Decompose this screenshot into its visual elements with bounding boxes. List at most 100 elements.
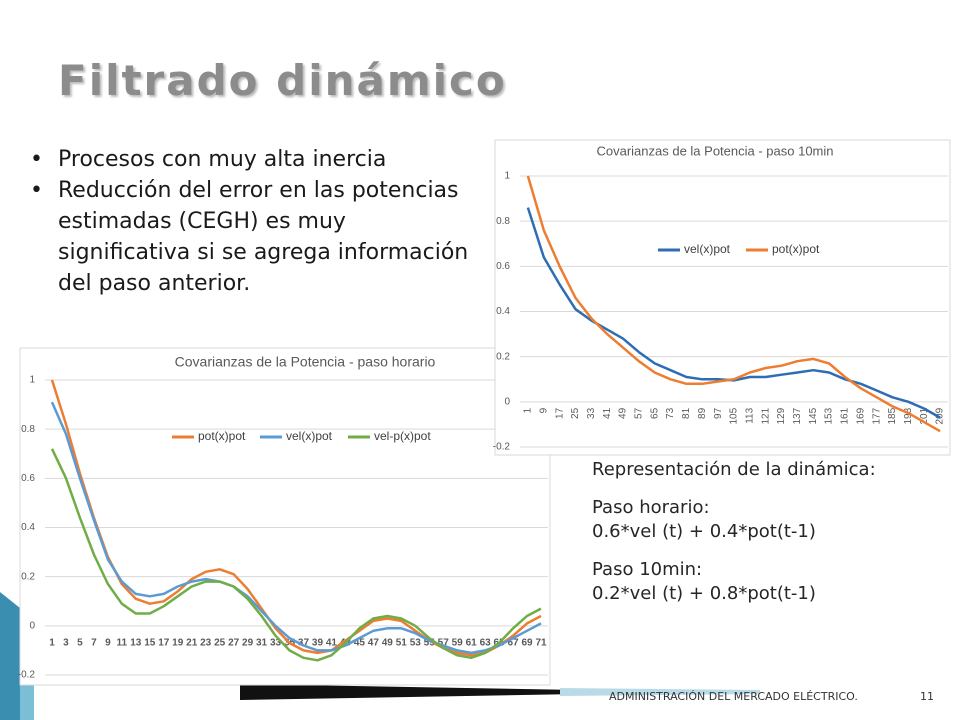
x-tick-label: 209: [935, 407, 946, 424]
x-tick-label: 33: [586, 407, 597, 419]
y-tick-label: 0.2: [496, 351, 510, 362]
x-tick-label: 41: [602, 407, 613, 419]
x-tick-label: 11: [117, 637, 128, 648]
x-tick-label: 89: [697, 407, 708, 419]
chart-title: Covarianzas de la Potencia - paso horari…: [175, 354, 436, 370]
note: 0.6*vel (t) + 0.4*pot(t-1): [592, 521, 816, 542]
x-tick-label: 55: [424, 637, 436, 648]
x-tick-label: 21: [186, 637, 198, 648]
x-tick-label: 193: [903, 407, 914, 424]
accent-bar: [240, 684, 580, 700]
x-tick-label: 19: [172, 637, 184, 648]
x-tick-label: 15: [144, 637, 156, 648]
x-tick-label: 161: [840, 407, 851, 424]
x-tick-label: 57: [438, 637, 450, 648]
y-tick-label: 0.8: [21, 424, 35, 435]
x-tick-label: 45: [354, 637, 366, 648]
x-tick-label: 97: [713, 407, 724, 419]
x-tick-label: 47: [368, 637, 380, 648]
y-tick-label: 0.6: [496, 261, 510, 272]
x-tick-label: 33: [270, 637, 282, 648]
y-tick-label: 1: [29, 375, 35, 386]
x-tick-label: 23: [200, 637, 212, 648]
x-tick-label: 121: [760, 407, 771, 424]
x-tick-label: 17: [158, 637, 170, 648]
x-tick-label: 53: [410, 637, 422, 648]
accent-bar: [560, 688, 760, 696]
y-tick-label: 0: [29, 620, 35, 631]
bullet: Procesos con muy alta inercia: [30, 144, 470, 175]
y-tick-label: -0.2: [493, 442, 511, 453]
x-tick-label: 81: [681, 407, 692, 419]
notes: Representación de la dinámica: Paso hora…: [592, 458, 892, 606]
legend-label: vel(x)pot: [286, 429, 333, 443]
x-tick-label: 65: [649, 407, 660, 419]
chart-frame: [19, 347, 551, 686]
footer: ADMINISTRACIÓN DEL MERCADO ELÉCTRICO.: [609, 690, 858, 703]
x-tick-label: 25: [214, 637, 226, 648]
x-tick-label: 49: [382, 637, 394, 648]
x-tick-label: 57: [634, 407, 645, 419]
series-line: [526, 175, 941, 433]
x-tick-label: 185: [887, 407, 898, 424]
series-line: [50, 379, 542, 657]
x-tick-label: 137: [792, 407, 803, 424]
x-tick-label: 49: [618, 407, 629, 419]
y-tick-label: -0.2: [18, 670, 36, 681]
chart-title: Covarianzas de la Potencia - paso 10min: [596, 143, 833, 158]
x-tick-label: 41: [326, 637, 338, 648]
x-tick-label: 17: [554, 407, 565, 419]
x-tick-label: 3: [63, 637, 69, 648]
x-tick-label: 145: [808, 407, 819, 424]
legend-label: vel(x)pot: [684, 242, 731, 256]
x-tick-label: 73: [665, 407, 676, 419]
x-tick-label: 105: [729, 407, 740, 424]
x-tick-label: 69: [521, 637, 533, 648]
x-tick-label: 9: [105, 637, 111, 648]
x-tick-label: 67: [508, 637, 520, 648]
y-tick-label: 0.6: [21, 473, 35, 484]
x-tick-label: 7: [91, 637, 97, 648]
y-tick-label: 0.4: [496, 306, 510, 317]
x-tick-label: 59: [452, 637, 464, 648]
x-tick-label: 177: [871, 407, 882, 424]
x-tick-label: 1: [523, 407, 534, 413]
x-tick-label: 201: [919, 407, 930, 424]
x-tick-label: 61: [466, 637, 478, 648]
x-tick-label: 29: [242, 637, 254, 648]
note: 0.2*vel (t) + 0.8*pot(t-1): [592, 583, 816, 604]
y-tick-label: 0.2: [21, 571, 35, 582]
legend-label: pot(x)pot: [772, 242, 820, 256]
bullets: Procesos con muy alta inercia Reducción …: [30, 144, 470, 299]
legend-label: pot(x)pot: [198, 429, 246, 443]
x-tick-label: 37: [298, 637, 310, 648]
page-number: 11: [920, 690, 934, 703]
chart-frame: [494, 139, 951, 456]
x-tick-label: 13: [130, 637, 142, 648]
x-tick-label: 39: [312, 637, 324, 648]
x-tick-label: 1: [49, 637, 55, 648]
y-tick-label: 1: [504, 171, 510, 182]
x-tick-label: 25: [570, 407, 581, 419]
legend-label: vel-p(x)pot: [374, 429, 431, 443]
y-tick-label: 0.8: [496, 216, 510, 227]
x-tick-label: 63: [480, 637, 492, 648]
y-tick-label: 0: [504, 396, 510, 407]
x-tick-label: 27: [228, 637, 240, 648]
accent: [0, 592, 20, 720]
x-tick-label: 129: [776, 407, 787, 424]
x-tick-label: 9: [538, 407, 549, 413]
x-tick-label: 169: [855, 407, 866, 424]
x-tick-label: 153: [824, 407, 835, 424]
series-line: [50, 401, 542, 655]
note: Paso 10min:: [592, 559, 703, 580]
x-tick-label: 71: [535, 637, 547, 648]
y-tick-label: 0.4: [21, 522, 35, 533]
x-tick-label: 5: [77, 637, 83, 648]
series-line: [50, 448, 542, 662]
x-tick-label: 51: [396, 637, 408, 648]
note: Paso horario:: [592, 497, 710, 518]
x-tick-label: 31: [256, 637, 268, 648]
